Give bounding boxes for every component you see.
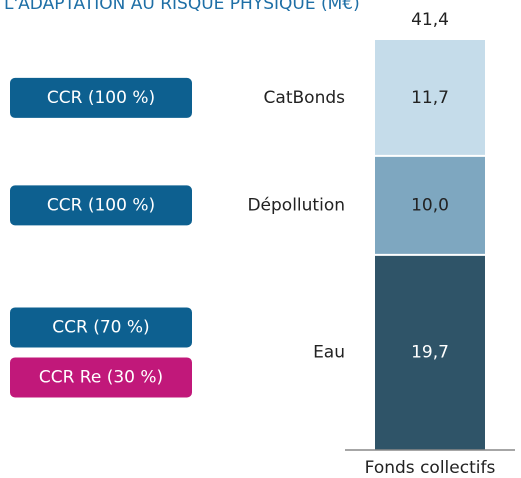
legend-label: CatBonds	[264, 88, 346, 108]
value-label: 10,0	[411, 195, 449, 215]
badge	[10, 185, 192, 226]
bar-segment	[375, 40, 485, 156]
badge-label: CCR (70 %)	[52, 317, 149, 337]
x-tick-label: Fonds collectifs	[365, 458, 496, 478]
badge-label: CCR Re (30 %)	[39, 367, 163, 387]
legend-label: Eau	[313, 342, 345, 362]
badge	[10, 77, 192, 118]
bar-segment	[375, 254, 485, 450]
value-label: 11,7	[411, 88, 449, 108]
bar-segment	[375, 155, 485, 255]
value-label: 19,7	[411, 342, 449, 362]
total-label: 41,4	[411, 10, 449, 30]
badge-label: CCR (100 %)	[47, 88, 155, 108]
legend-label: Dépollution	[247, 195, 345, 215]
badge	[10, 357, 192, 398]
badge	[10, 307, 192, 348]
badge-label: CCR (100 %)	[47, 195, 155, 215]
chart-title: L'ADAPTATION AU RISQUE PHYSIQUE (M€)	[4, 0, 360, 14]
